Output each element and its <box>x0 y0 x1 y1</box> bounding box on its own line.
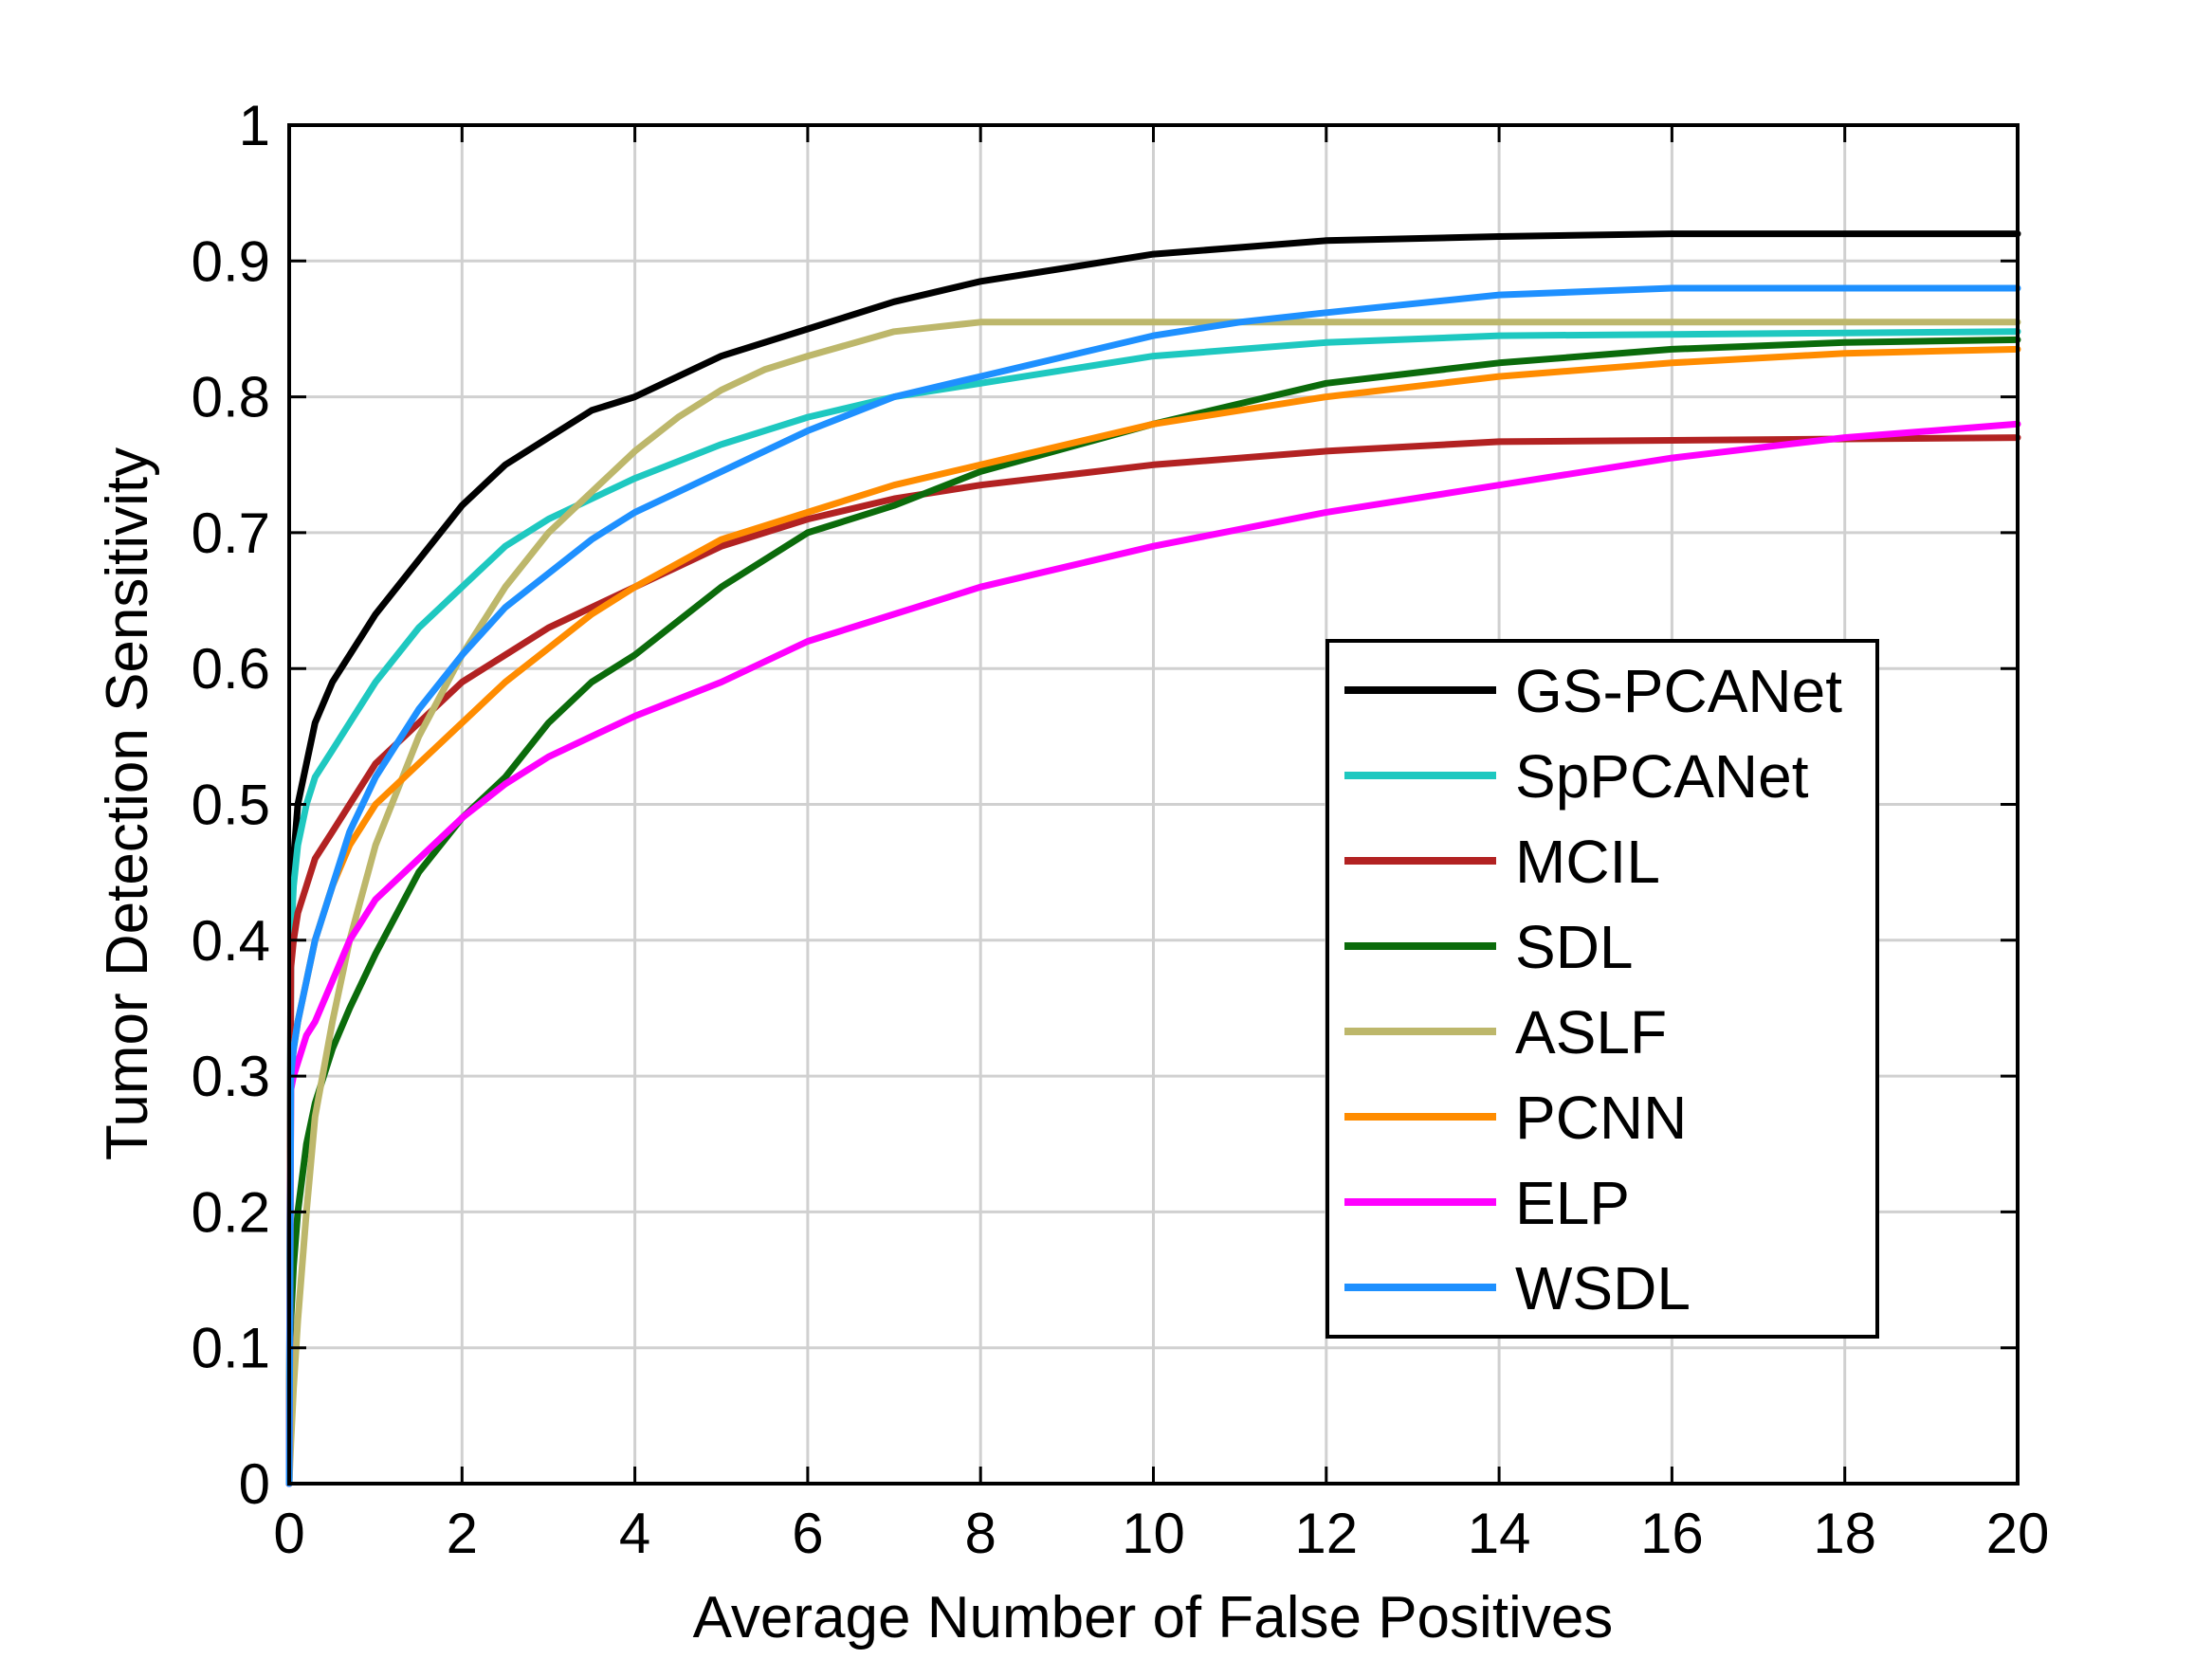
x-tick-label: 20 <box>1986 1502 2050 1565</box>
legend-label: WSDL <box>1515 1254 1691 1322</box>
x-tick-label: 10 <box>1122 1502 1185 1565</box>
legend-label: SpPCANet <box>1515 742 1809 811</box>
y-tick-label: 0.8 <box>192 366 270 429</box>
y-tick-label: 0.5 <box>192 774 270 837</box>
y-axis-title: Tumor Detection Sensitivity <box>95 447 160 1160</box>
y-tick-label: 0.2 <box>192 1180 270 1244</box>
x-tick-label: 4 <box>619 1502 650 1565</box>
series-line-sppcanet <box>285 328 2021 1487</box>
x-tick-label: 8 <box>965 1502 996 1565</box>
legend-box <box>1325 639 1879 1339</box>
y-tick-label: 0.6 <box>192 637 270 701</box>
ticks <box>287 123 2020 1486</box>
y-tick-label: 1 <box>239 94 270 157</box>
x-axis-title: Average Number of False Positives <box>693 1585 1614 1650</box>
y-tick-label: 0.3 <box>192 1045 270 1108</box>
x-tick-label: 16 <box>1640 1502 1704 1565</box>
x-tick-label: 18 <box>1813 1502 1876 1565</box>
x-tick-label: 0 <box>273 1502 304 1565</box>
x-tick-label: 2 <box>447 1502 478 1565</box>
y-tick-label: 0.4 <box>192 909 270 973</box>
x-tick-label: 12 <box>1294 1502 1358 1565</box>
y-tick-label: 0 <box>239 1452 270 1516</box>
tick-labels: 0 2 4 6 8 10 12 14 16 18 20 0 0.1 0.2 0.3 0.4 0.5 0.6 0.7 0… <box>192 94 2050 1565</box>
legend-label: ELP <box>1515 1169 1630 1237</box>
y-tick-label: 0.7 <box>192 501 270 565</box>
series-line-wsdl <box>285 284 2021 1487</box>
series-layer <box>285 230 2021 1487</box>
series-line-sdl <box>285 336 2021 1487</box>
series-line-mcil <box>285 434 2021 1487</box>
legend: GS-PCANet SpPCANet MCIL SDL ASLF PCNN ELP WSDL <box>1325 639 1879 1339</box>
legend-label: PCNN <box>1515 1084 1687 1152</box>
series-line-elp <box>285 420 2021 1487</box>
legend-label: GS-PCANet <box>1515 657 1842 725</box>
legend-label: ASLF <box>1515 998 1667 1066</box>
series-line-gs-pcanet <box>285 230 2021 1487</box>
legend-label: SDL <box>1515 913 1634 981</box>
y-tick-label: 0.1 <box>192 1317 270 1380</box>
legend-label: MCIL <box>1515 828 1660 896</box>
x-tick-label: 6 <box>792 1502 823 1565</box>
x-tick-label: 14 <box>1468 1502 1531 1565</box>
y-tick-label: 0.9 <box>192 229 270 293</box>
